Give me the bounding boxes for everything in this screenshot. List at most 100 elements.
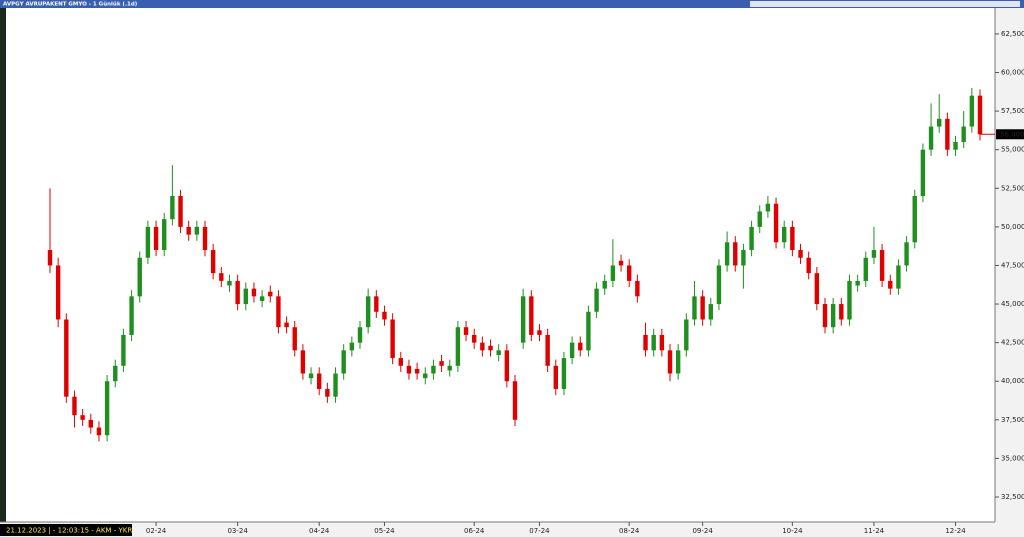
candle-body: [806, 257, 811, 274]
x-tick-label: 04-24: [309, 527, 330, 535]
candle-body: [463, 327, 469, 335]
candle-body: [423, 373, 428, 379]
candle-body: [594, 288, 599, 312]
candle-body: [545, 334, 550, 366]
y-tick-label: 40,000: [1001, 377, 1024, 385]
candle-body: [488, 345, 493, 351]
candle-body: [651, 334, 656, 351]
candle-body: [627, 265, 632, 281]
candle-body: [121, 334, 126, 366]
candle-body: [618, 260, 624, 266]
candle-body: [374, 296, 379, 312]
title-toolbar[interactable]: [750, 1, 1020, 7]
candle-body: [896, 265, 901, 289]
candle-body: [365, 296, 371, 328]
candle-body: [496, 350, 501, 355]
y-tick-label: 42,500: [1001, 339, 1024, 347]
y-tick-label: 32,500: [1001, 493, 1024, 501]
candle-body: [635, 280, 640, 297]
candle-body: [855, 280, 860, 286]
candle-body: [904, 242, 909, 266]
candle-body: [724, 242, 730, 266]
y-tick-label: 57,500: [1001, 107, 1024, 115]
candle-body: [333, 373, 338, 397]
candle-body: [145, 226, 151, 258]
candle-body: [72, 396, 77, 416]
candle-body: [578, 342, 583, 351]
candle-body: [659, 334, 665, 351]
candle-body: [700, 296, 705, 320]
candle-body: [879, 250, 885, 281]
status-box: [0, 524, 132, 536]
candle-body: [153, 226, 159, 251]
y-tick-label: 37,500: [1001, 416, 1024, 424]
candle-body: [259, 296, 265, 301]
candle-body: [537, 330, 542, 335]
candle-body: [830, 304, 836, 328]
candle-body: [178, 196, 183, 227]
x-tick-label: 10-24: [782, 527, 803, 535]
plot-area: [0, 8, 995, 522]
candle-body: [357, 327, 363, 343]
candle-body: [284, 322, 289, 328]
x-tick-label: 11-24: [864, 527, 885, 535]
x-tick-label: 09-24: [692, 527, 713, 535]
candle-body: [251, 288, 257, 297]
candle-body: [292, 327, 297, 351]
candle-body: [937, 118, 942, 127]
candle-body: [667, 350, 673, 374]
candle-body: [96, 427, 102, 436]
last-price-label: 56,000: [1000, 130, 1024, 138]
candle-body: [708, 304, 713, 320]
candle-body: [675, 350, 681, 374]
candle-body: [472, 334, 477, 343]
candle-body: [684, 319, 689, 351]
candle-body: [912, 196, 917, 243]
candle-body: [953, 141, 958, 150]
candle-body: [55, 265, 61, 320]
candle-body: [512, 381, 518, 420]
x-tick-label: 07-24: [529, 527, 550, 535]
y-tick-label: 45,000: [1001, 300, 1024, 308]
candle-body: [80, 415, 85, 420]
candle-body: [439, 361, 444, 366]
candle-body: [480, 342, 485, 351]
side-toolbar[interactable]: [0, 8, 6, 522]
candle-body: [349, 342, 355, 351]
y-axis-panel: [995, 8, 1024, 537]
candle-body: [406, 365, 412, 374]
x-axis-panel: [0, 522, 995, 537]
candle-body: [773, 203, 779, 243]
y-tick-label: 35,000: [1001, 454, 1024, 462]
candle-body: [969, 95, 975, 127]
candle-body: [308, 373, 314, 379]
candle-body: [561, 358, 567, 389]
candle-body: [210, 250, 216, 274]
candle-body: [186, 226, 191, 235]
candle-body: [235, 280, 240, 305]
candle-body: [398, 358, 403, 366]
candle-body: [945, 118, 950, 150]
candle-body: [202, 226, 208, 251]
candle-body: [863, 257, 868, 281]
candle-body: [586, 311, 591, 351]
candle-body: [129, 296, 134, 335]
candle-body: [553, 365, 558, 389]
x-tick-label: 06-24: [464, 527, 485, 535]
title-bar: [0, 0, 1024, 8]
candle-body: [300, 350, 306, 374]
candle-body: [194, 226, 200, 235]
candle-body: [113, 365, 118, 382]
candle-body: [814, 273, 820, 305]
y-tick-label: 52,500: [1001, 184, 1024, 192]
status-text: 21.12.2023 | - 12:03:15 - AKM - YKR: [6, 527, 132, 535]
candle-body: [276, 296, 281, 328]
candle-body: [88, 419, 93, 428]
candle-body: [741, 250, 746, 266]
candle-body: [733, 242, 738, 266]
candle-body: [219, 273, 224, 281]
candle-body: [871, 250, 877, 258]
candle-body: [390, 319, 395, 359]
candle-body: [610, 265, 616, 281]
